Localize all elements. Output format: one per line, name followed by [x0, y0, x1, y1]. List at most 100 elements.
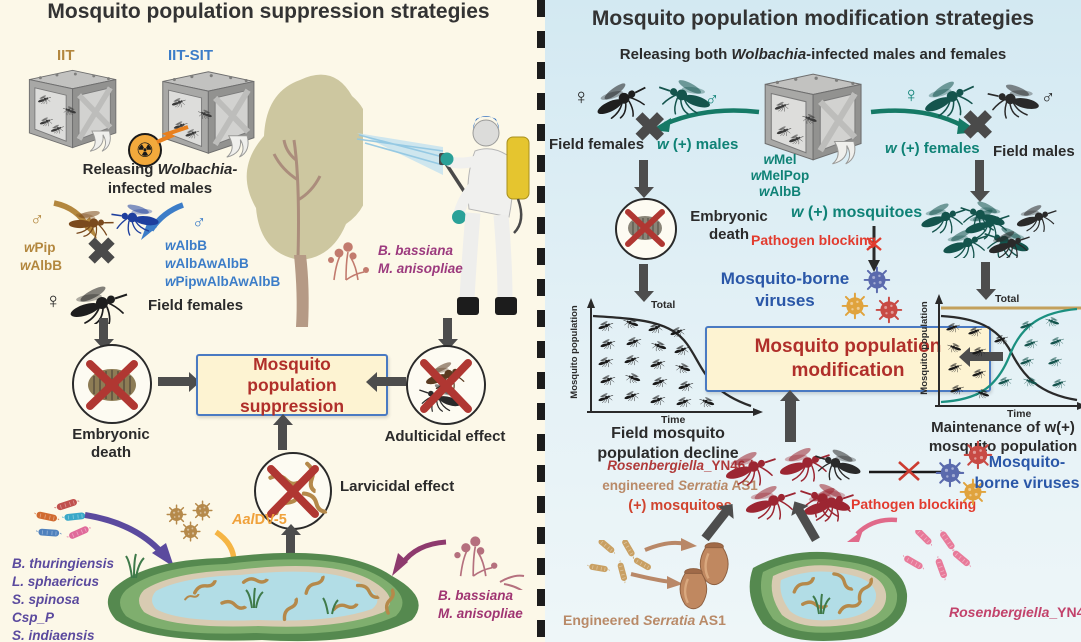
- pond-illustration: [107, 552, 419, 642]
- embryonic-death-circle: [72, 344, 152, 424]
- modification-title: Mosquito population modification strateg…: [591, 7, 1035, 30]
- pathogen-blocking-label-1: Pathogen blocking: [751, 232, 877, 248]
- embryonic-death-icon: [86, 360, 138, 410]
- walbb-blue-label: wAlbB: [165, 238, 208, 253]
- tree-illustration: [246, 74, 363, 327]
- plus-mosquitoes: (+) mosquitoes: [628, 498, 732, 514]
- walbawalbb-label: wAlbAwAlbB: [165, 256, 249, 271]
- arrow-pond-to-larvicidal: [280, 524, 301, 554]
- fungi-bottom-2: M. anisopliae: [438, 606, 523, 621]
- pot-icon-2: [678, 567, 708, 610]
- larvicide-arrow: [84, 512, 174, 567]
- larvicidal-label: Larvicidal effect: [340, 478, 455, 495]
- releasing-pre: Releasing: [82, 161, 158, 178]
- arrow-embryo-to-chart: [633, 264, 654, 302]
- releasing-wolbachia: Wolbachia-: [157, 161, 238, 178]
- teal-arrow-right: [870, 108, 979, 134]
- rel-post: -infected males and females: [806, 46, 1007, 63]
- fungi-top-2: M. anisopliae: [378, 261, 463, 276]
- maintenance-chart: Total Time: [935, 293, 1081, 418]
- serratia-arrow-2: [630, 572, 683, 589]
- modification-panel: Mosquito population modification strateg…: [545, 0, 1081, 642]
- releasing-both-label: Releasing both Wolbachia-infected males …: [545, 46, 1081, 63]
- rosenbergiella-bacteria-icons: [901, 530, 971, 583]
- field-females-label-r: Field females: [549, 136, 645, 153]
- embryonic-death-icon-r: [625, 209, 665, 247]
- viruses2-l2: borne viruses: [974, 475, 1080, 492]
- male-symbol-teal: ♂: [705, 89, 720, 110]
- maintenance-total-label: Total: [995, 293, 1019, 305]
- male-symbol-black: ♂: [1041, 87, 1056, 108]
- decline-caption-2: population decline: [597, 445, 739, 462]
- female-symbol-field: ♀: [573, 84, 590, 109]
- strain-wmelpop: wMelPop: [750, 168, 810, 183]
- iit-sit-label: IIT-SIT: [168, 47, 213, 64]
- serratia-label: Engineered Serratia AS1: [563, 612, 726, 628]
- wpipwalbawalbb-label: wPipwAlbAwAlbB: [165, 274, 281, 289]
- maintenance-caption-1: Maintenance of w(+): [931, 419, 1075, 436]
- releasing-line2: infected males: [107, 180, 213, 197]
- mosquito-borne-viruses-1: Mosquito-borne viruses: [705, 268, 865, 312]
- strain-walbb: wAlbB: [758, 184, 801, 199]
- suppression-title: Mosquito population suppression strategi…: [47, 0, 490, 23]
- strain-wmel: wMel: [763, 152, 797, 167]
- arrow-group-to-chart: [975, 262, 996, 300]
- adulticidal-icon: [418, 359, 472, 413]
- viruses1-l1: Mosquito-borne: [720, 269, 850, 288]
- arrow-larvicidal-to-box: [272, 414, 293, 450]
- iit-label: IIT: [57, 47, 75, 64]
- viruses2-l1: Mosquito-: [988, 454, 1066, 471]
- mating-cross-icon: ✖: [86, 231, 118, 272]
- arrow-right-pair-down: [969, 160, 990, 202]
- spray-cone: [356, 133, 444, 175]
- arrow-chart-to-modbox: [959, 346, 1003, 367]
- iit-cage-icon: [22, 63, 122, 155]
- embryonic-death-label: Embryonic death: [72, 426, 150, 461]
- mosquito-borne-viruses-2: Mosquito- borne viruses: [973, 452, 1081, 494]
- w-mosquitoes-label: w (+) mosquitoes: [791, 204, 923, 221]
- modification-center-box: Mosquito population modification: [705, 326, 991, 392]
- wpip-label: wPip: [24, 240, 56, 255]
- serratia-arrow-1: [644, 538, 697, 552]
- walbb-brown-label: wAlbB: [20, 258, 63, 273]
- rel-pre: Releasing both: [619, 46, 732, 63]
- adulticidal-label: Adulticidal effect: [384, 428, 506, 445]
- decline-caption: Field mosquito population decline: [583, 424, 753, 464]
- decline-xlabel: Time: [661, 414, 685, 424]
- field-female-mosquito: [68, 282, 128, 324]
- larvicide-2: L. sphaericus: [12, 574, 100, 589]
- larvicide-5: S. indiaensis: [12, 628, 95, 642]
- cross-left-icon: ✖: [633, 106, 667, 150]
- wolbachia-male-mosquito-blue: [110, 200, 162, 237]
- decline-caption-1: Field mosquito: [611, 425, 725, 442]
- virus-cluster-1: [841, 266, 903, 324]
- larvicidal-icon: [267, 452, 333, 531]
- rosenbergiella-label: Rosenbergiella_YN46: [949, 604, 1081, 620]
- densovirus-label-post: DV-5: [254, 512, 287, 528]
- maintenance-xlabel: Time: [1007, 408, 1031, 418]
- fungi-top-1: B. bassiana: [378, 243, 454, 258]
- rel-wolbachia: Wolbachia: [731, 46, 807, 63]
- field-males-label: Field males: [993, 143, 1075, 160]
- larvicide-4: Csp_P: [12, 610, 55, 625]
- rosenbergiella-label-it: Rosenbergiella: [949, 604, 1050, 620]
- arrow-up-to-modbox: [779, 390, 800, 442]
- arrow-embryo-to-box: [158, 371, 200, 392]
- fungi-bottom-1: B. bassiana: [438, 588, 514, 603]
- serratia-label-post: AS1: [695, 612, 726, 628]
- serratia-label-pre: Engineered: [563, 612, 644, 628]
- panel-divider: [537, 0, 545, 642]
- field-male-mosquito: [987, 80, 1043, 120]
- female-symbol-teal: ♀: [903, 82, 920, 107]
- sprayer-person-illustration: [356, 116, 530, 315]
- serr-pre: engineered: [602, 478, 678, 493]
- maintenance-caption-2: mosquito population: [928, 438, 1078, 455]
- decline-total-label: Total: [651, 299, 675, 311]
- maintenance-caption: Maintenance of w(+) mosquito population: [913, 418, 1081, 456]
- fungus-icon-top: [327, 241, 370, 281]
- pond-illustration-r: [749, 551, 908, 641]
- w-females-label: w (+) females: [885, 140, 980, 157]
- field-females-label: Field females: [148, 297, 244, 314]
- suppression-panel: Mosquito population suppression strategi…: [0, 0, 537, 642]
- arrow-adult-to-box: [366, 371, 406, 392]
